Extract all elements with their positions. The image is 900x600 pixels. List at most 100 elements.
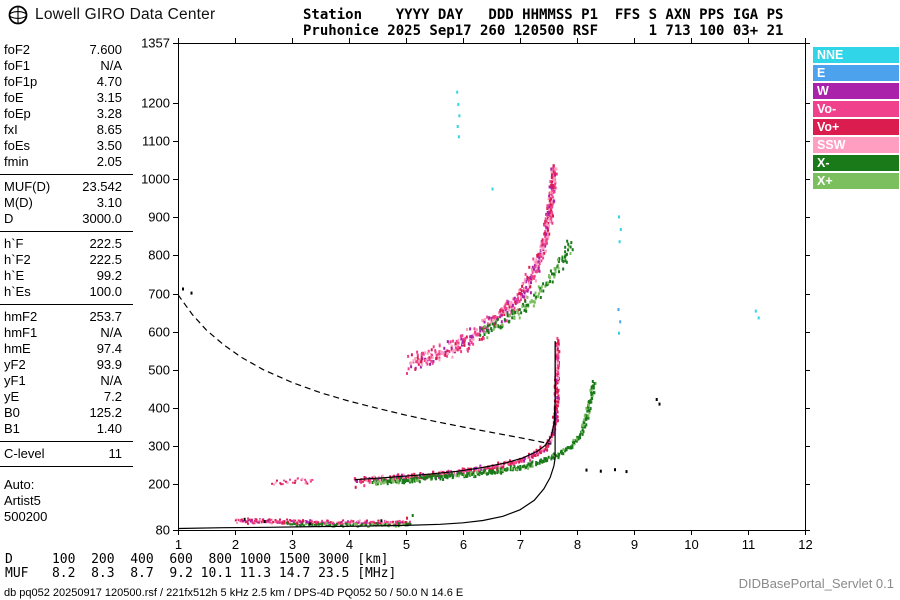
station-header: Station YYYY DAY DDD HHMMSS P1 FFS S AXN… [303, 7, 783, 39]
parameter-value: N/A [100, 58, 122, 73]
parameter-value: 4.70 [96, 74, 122, 89]
parameter-row: yF1 N/A [0, 373, 133, 389]
parameter-label: h`Es [4, 284, 31, 299]
parameter-row: D 3000.0 [0, 211, 133, 227]
parameter-row: C-level 11 [0, 446, 133, 462]
x-tick-label: 5 [403, 537, 410, 552]
group-divider [0, 174, 133, 175]
echo-point [754, 309, 757, 313]
echo-point [757, 316, 760, 320]
parameter-label: C-level [4, 446, 45, 461]
echo-point [411, 514, 414, 517]
parameter-label: fxI [4, 122, 18, 137]
parameter-value: 99.2 [96, 268, 122, 283]
y-tick-label: 1200 [141, 96, 170, 111]
y-tick-label: 700 [148, 287, 170, 302]
x-tick-label: 8 [574, 537, 581, 552]
parameter-value: 93.9 [96, 357, 122, 372]
parameter-group: hmF2 253.7 hmF1 N/A hmE 97.4 yF2 93.9 yF1 N/A yE 7.… [0, 309, 133, 437]
parameter-value: 222.5 [89, 252, 122, 267]
legend-item-x+: X+ [813, 173, 899, 189]
echo-point [625, 470, 628, 474]
parameter-label: yE [4, 389, 20, 404]
x-tick-label: 6 [460, 537, 467, 552]
parameter-value: 97.4 [96, 341, 122, 356]
parameter-row: fxI 8.65 [0, 122, 133, 138]
echo-point [354, 485, 357, 489]
parameter-label: M(D) [4, 195, 33, 210]
parameter-value: 23.542 [82, 179, 122, 194]
echo-point [618, 240, 621, 244]
echo-point [457, 135, 460, 139]
parameter-group: h`F 222.5 h`F2 222.5 h`E 99.2 h`Es 100.0 [0, 236, 133, 300]
echo-point [458, 114, 461, 118]
parameter-row: foF1 N/A [0, 58, 133, 74]
parameter-value: 3.28 [96, 106, 122, 121]
echo-point [585, 468, 588, 472]
parameter-value: 3.50 [96, 138, 122, 153]
scaled-O-trace-fit-line [354, 341, 556, 481]
parameter-row: h`Es 100.0 [0, 284, 133, 300]
parameter-value: 11 [108, 446, 123, 461]
parameter-row: MUF(D) 23.542 [0, 179, 133, 195]
parameter-group: C-level 11 [0, 446, 133, 462]
y-tick-label: 1000 [141, 172, 170, 187]
x-tick-label: 7 [517, 537, 524, 552]
parameter-row: hmF2 253.7 [0, 309, 133, 325]
parameter-value: 222.5 [89, 236, 122, 251]
parameter-value: 1.40 [96, 421, 122, 436]
parameter-row: M(D) 3.10 [0, 195, 133, 211]
group-divider [0, 466, 133, 467]
parameter-label: foEp [4, 106, 31, 121]
parameter-value: 253.7 [89, 309, 122, 324]
parameter-label: h`F2 [4, 252, 31, 267]
echo-point [456, 125, 459, 128]
servlet-version-label: DIDBasePortal_Servlet 0.1 [738, 576, 894, 591]
parameter-label: foE [4, 90, 24, 105]
parameter-label: h`E [4, 268, 25, 283]
brand-title: Lowell GIRO Data Center [35, 6, 216, 23]
x-tick-label: 3 [289, 537, 296, 552]
group-divider [0, 441, 133, 442]
legend-item-ssw: SSW [813, 137, 899, 153]
parameter-value: 2.05 [96, 154, 122, 169]
plot-frame [178, 43, 806, 531]
echo-point [457, 102, 460, 106]
parameter-panel: foF2 7.600 foF1 N/A foF1p 4.70 foE 3.15 foEp 3.28… [0, 42, 133, 525]
parameter-row: yF2 93.9 [0, 357, 133, 373]
parameter-label: B0 [4, 405, 20, 420]
x-tick-label: 11 [742, 537, 756, 552]
muf-table-row-d: D 100 200 400 600 800 1000 1500 3000 [km… [5, 552, 389, 567]
parameter-label: foF1 [4, 58, 31, 73]
parameter-value: 7.2 [103, 389, 122, 404]
echo-point [658, 402, 661, 406]
parameter-value: 3.10 [96, 195, 122, 210]
y-tick-label: 800 [148, 248, 170, 263]
parameter-value: 7.600 [89, 42, 122, 57]
parameter-row: foF1p 4.70 [0, 74, 133, 90]
y-tick-label: 1357 [141, 36, 170, 51]
parameter-row: foE 3.15 [0, 90, 133, 106]
echo-point [599, 469, 602, 473]
parameter-label: MUF(D) [4, 179, 51, 194]
parameter-row: h`F2 222.5 [0, 252, 133, 268]
station-header-line1: Station YYYY DAY DDD HHMMSS P1 FFS S AXN… [303, 7, 784, 23]
legend-item-x-: X- [813, 155, 899, 171]
parameter-value: 125.2 [89, 405, 122, 420]
parameter-label: yF1 [4, 373, 26, 388]
echo-point [655, 398, 658, 401]
y-tick-label: 80 [156, 523, 170, 538]
legend-item-w: W [813, 83, 899, 99]
parameter-value: N/A [100, 373, 122, 388]
echo-trace-F-2nd-hop-O [406, 164, 558, 375]
plot-data-layer [178, 90, 760, 530]
parameter-row: foEp 3.28 [0, 106, 133, 122]
parameter-label: hmE [4, 341, 31, 356]
x-tick-label: 2 [232, 537, 239, 552]
parameter-label: D [4, 211, 14, 226]
parameter-row: foF2 7.600 [0, 42, 133, 58]
measurement-file-info: db pq052 20250917 120500.rsf / 221fx512h… [4, 587, 464, 599]
giro-globe-logo-icon [8, 5, 28, 25]
station-header-line2: Pruhonice 2025 Sep17 260 120500 RSF 1 71… [303, 23, 784, 39]
